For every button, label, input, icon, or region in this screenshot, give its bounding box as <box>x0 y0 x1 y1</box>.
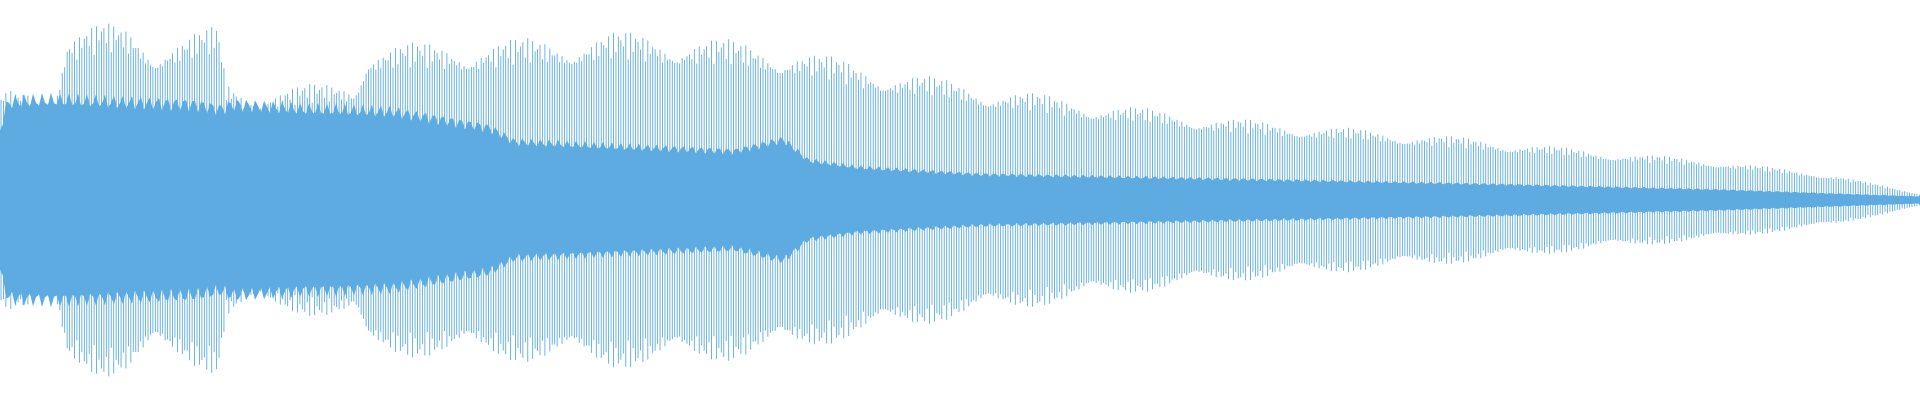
waveform-core <box>0 92 1920 308</box>
